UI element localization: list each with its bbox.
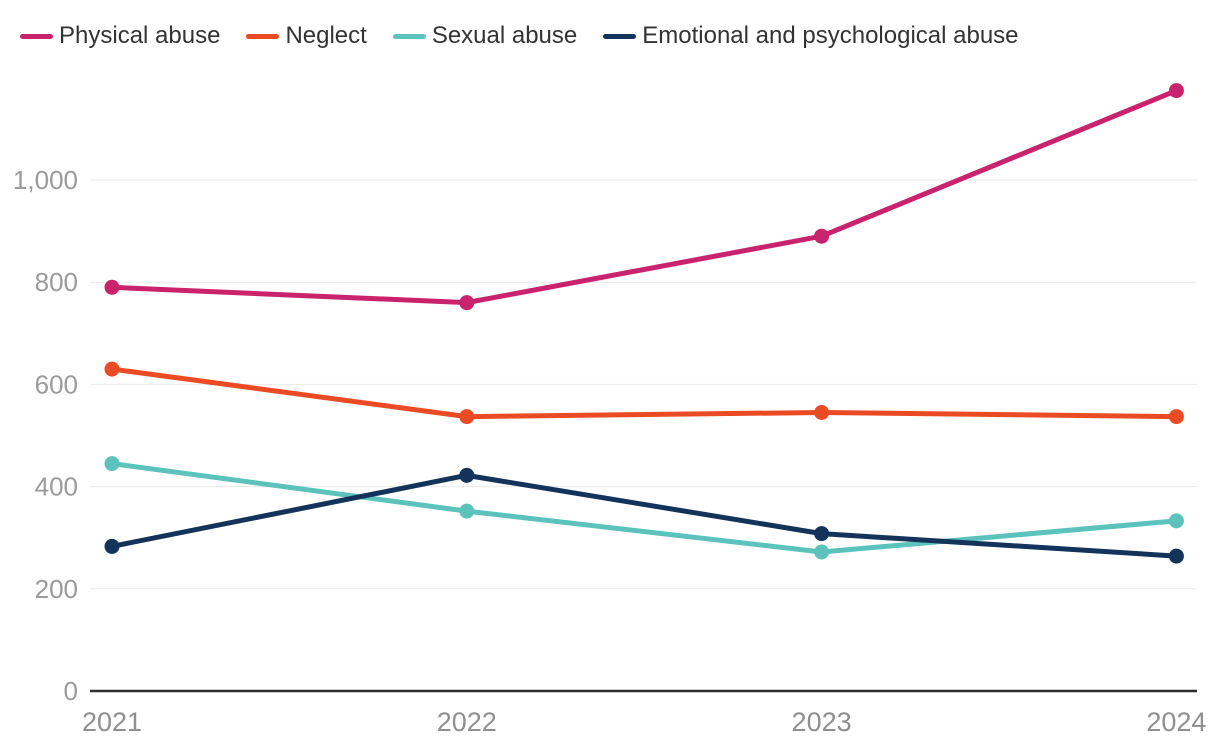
series-neglect [104,361,1184,425]
series-emotional-and-psychological-abuse [104,467,1184,564]
data-point-sexual-abuse-2022 [459,503,475,519]
series-line-physical-abuse [109,88,1179,306]
y-tick-label-200: 200 [35,574,78,604]
series-physical-abuse [104,83,1184,311]
series-line-emotional-and-psychological-abuse [109,472,1179,559]
legend-item-emotional-and-psychological-abuse: Emotional and psychological abuse [603,22,1019,49]
legend-swatch-emotional-and-psychological-abuse [603,33,637,39]
y-tick-label-800: 800 [35,267,78,297]
legend-label: Emotional and psychological abuse [642,22,1019,49]
data-point-emotional-and-psychological-abuse-2022 [459,467,475,483]
y-tick-label-600: 600 [35,369,78,399]
data-point-neglect-2021 [104,361,120,377]
legend-item-sexual-abuse: Sexual abuse [392,22,578,49]
legend-label: Physical abuse [59,22,221,49]
legend-item-physical-abuse: Physical abuse [20,24,220,48]
data-point-physical-abuse-2023 [814,228,830,244]
data-point-sexual-abuse-2024 [1168,513,1184,529]
data-point-sexual-abuse-2021 [104,456,120,472]
data-point-physical-abuse-2024 [1168,83,1184,99]
legend-swatch-physical-abuse [20,33,53,39]
x-tick-label-2024: 2024 [1146,707,1206,737]
data-point-emotional-and-psychological-abuse-2024 [1168,548,1184,564]
legend-label: Sexual abuse [431,22,578,49]
data-point-emotional-and-psychological-abuse-2023 [814,526,830,542]
data-point-neglect-2023 [814,405,830,421]
data-point-sexual-abuse-2023 [814,544,830,560]
x-tick-label-2022: 2022 [437,707,497,737]
x-tick-label-2023: 2023 [792,707,852,737]
data-point-physical-abuse-2022 [459,295,475,311]
series-sexual-abuse [104,456,1184,560]
series-line-neglect [109,366,1179,420]
data-point-neglect-2022 [459,409,475,425]
series-line-sexual-abuse [109,461,1179,555]
legend-swatch-neglect [246,33,280,39]
x-tick-label-2021: 2021 [82,707,142,737]
data-point-emotional-and-psychological-abuse-2021 [104,538,120,554]
y-tick-label-0: 0 [64,676,78,706]
data-point-physical-abuse-2021 [104,279,120,295]
data-point-neglect-2024 [1168,409,1184,425]
legend-item-neglect: Neglect [246,22,367,49]
chart-legend: Physical abuse Neglect Sexual abuse Emotion… [20,24,1019,48]
y-tick-label-1000: 1,000 [13,165,78,195]
y-tick-label-400: 400 [35,472,78,502]
legend-label: Neglect [285,22,367,49]
legend-swatch-sexual-abuse [392,33,426,39]
